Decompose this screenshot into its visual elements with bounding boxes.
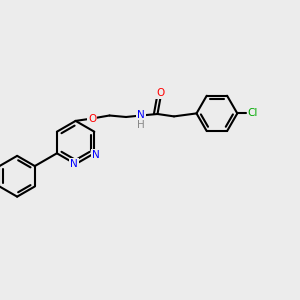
- Text: N: N: [137, 110, 145, 121]
- Text: Cl: Cl: [248, 108, 258, 118]
- Text: N: N: [70, 159, 78, 169]
- Text: H: H: [137, 119, 145, 130]
- Text: O: O: [88, 113, 96, 124]
- Text: N: N: [92, 150, 100, 160]
- Text: O: O: [156, 88, 165, 98]
